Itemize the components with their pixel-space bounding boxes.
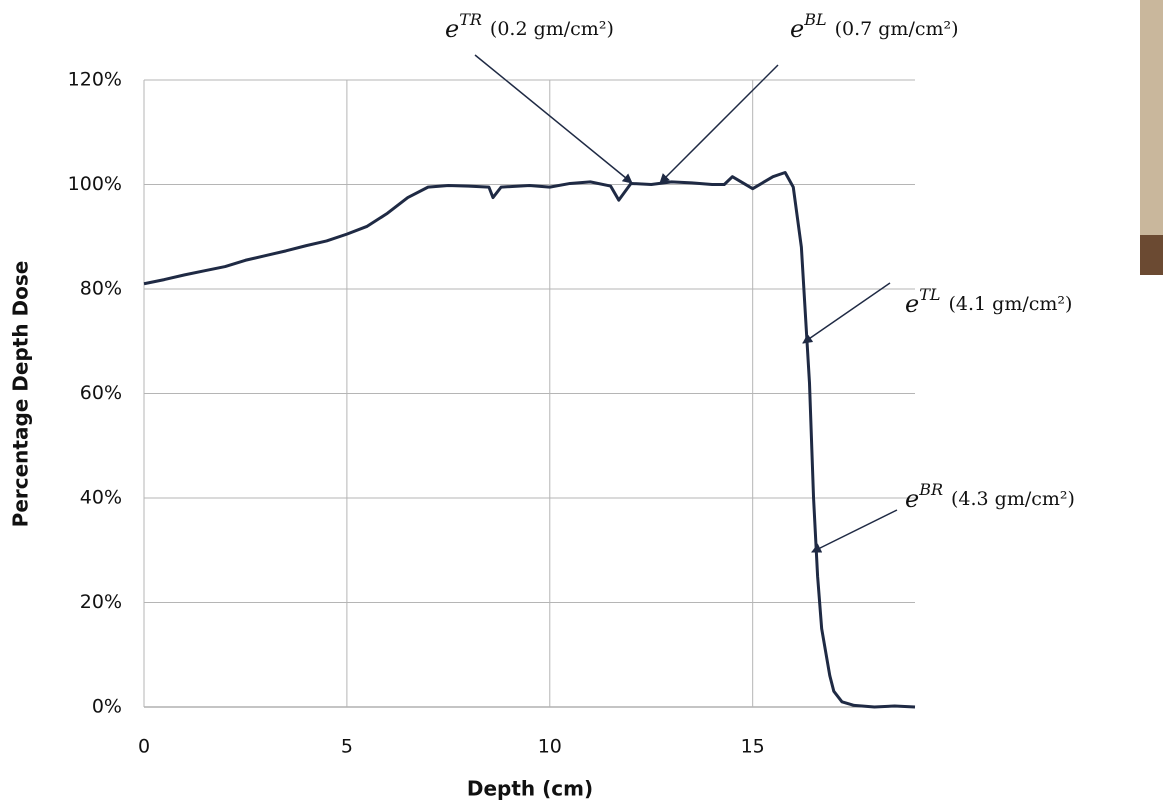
x-tick-label: 5 — [341, 736, 353, 758]
y-tick-label: 120% — [68, 69, 122, 91]
annotation-note: (4.1 gm/cm²) — [949, 293, 1073, 315]
y-axis-title: Percentage Depth Dose — [9, 261, 33, 528]
photo-fragment — [1140, 0, 1163, 275]
annotation-note: (4.3 gm/cm²) — [951, 488, 1075, 510]
annotation-symbol: e — [790, 15, 804, 43]
x-tick-label: 10 — [538, 736, 562, 758]
annotation-arrow — [802, 282, 891, 344]
y-tick-label: 60% — [80, 382, 122, 404]
annotation: eBR (4.3 gm/cm²) — [905, 480, 1075, 513]
annotation-symbol: e — [905, 290, 919, 318]
data-line — [143, 170, 916, 709]
annotation-superscript: BR — [918, 480, 943, 499]
y-tick-label: 40% — [80, 487, 122, 509]
annotation-symbol: e — [445, 15, 459, 43]
annotation-symbol: e — [905, 485, 919, 513]
x-tick-label: 0 — [138, 736, 150, 758]
annotation-superscript: TR — [459, 10, 482, 29]
annotation-arrow — [659, 64, 779, 184]
annotation-arrow — [474, 54, 633, 184]
y-tick-label: 80% — [80, 278, 122, 300]
annotation: eTL (4.1 gm/cm²) — [905, 285, 1072, 318]
annotation-superscript: TL — [919, 285, 940, 304]
photo-fragment-dark — [1140, 235, 1163, 275]
y-tick-label: 20% — [80, 591, 122, 613]
annotation: eTR (0.2 gm/cm²) — [445, 10, 614, 43]
annotation-note: (0.7 gm/cm²) — [835, 18, 959, 40]
annotation: eBL (0.7 gm/cm²) — [790, 10, 959, 43]
x-tick-label: 15 — [741, 736, 765, 758]
y-tick-label: 0% — [92, 696, 122, 718]
annotation-superscript: BL — [803, 10, 826, 29]
x-axis-title: Depth (cm) — [467, 777, 593, 801]
y-tick-label: 100% — [68, 173, 122, 195]
annotation-note: (0.2 gm/cm²) — [490, 18, 614, 40]
annotation-arrow — [811, 509, 898, 553]
